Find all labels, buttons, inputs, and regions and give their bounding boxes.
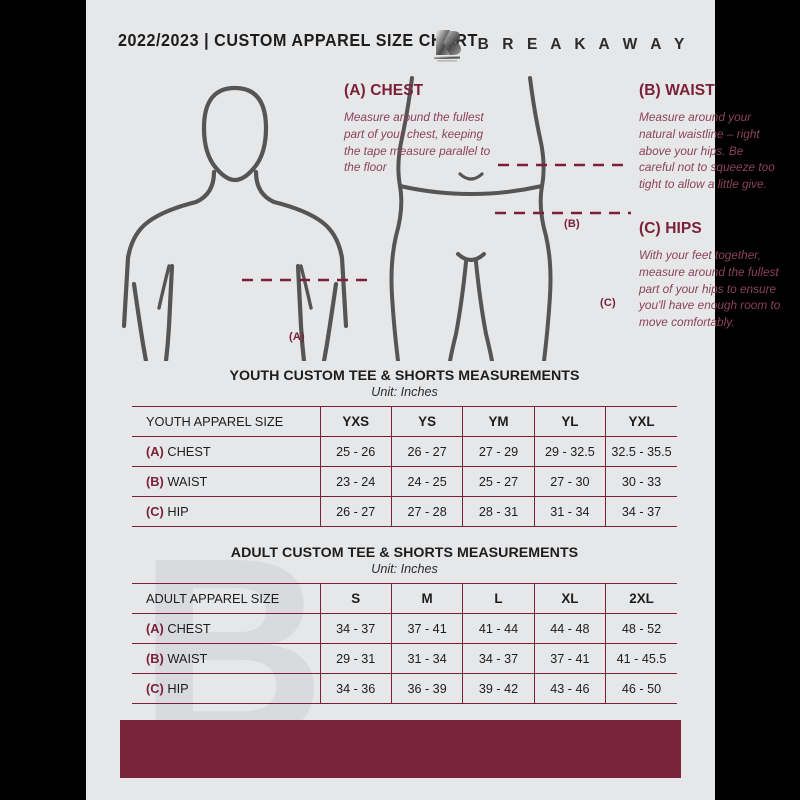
table-cell: 25 - 26	[319, 436, 392, 467]
table-cell: 27 - 30	[533, 466, 606, 497]
measurement-code: (C)	[146, 681, 164, 696]
table-cell: 27 - 29	[462, 436, 535, 467]
table-cell: 34 - 37	[319, 613, 392, 644]
table-cell: 39 - 42	[462, 673, 535, 704]
measurement-illustrations: (A) (B) (C)	[86, 70, 715, 361]
table-cell: 26 - 27	[319, 496, 392, 527]
table-header-row: YOUTH APPAREL SIZE YXS YS YM YL YXL	[132, 406, 677, 437]
table-cell: 36 - 39	[390, 673, 463, 704]
table-row-label: (A) CHEST	[132, 436, 321, 467]
info-body-waist: Measure around your natural waistline – …	[639, 110, 775, 191]
table-cell: 25 - 27	[462, 466, 535, 497]
table-cell: 29 - 31	[319, 643, 392, 674]
measurement-code: (A)	[146, 621, 164, 636]
table-cell: 34 - 37	[605, 496, 677, 527]
info-body-hips: With your feet together, measure around …	[639, 248, 781, 329]
table-row-label: (C) HIP	[132, 673, 321, 704]
measurement-code: (B)	[146, 651, 164, 666]
table-cell: 28 - 31	[462, 496, 535, 527]
chest-marker: (A)	[289, 331, 305, 343]
table-cell: 31 - 34	[390, 643, 463, 674]
brand-lockup: B R E A K A W A Y	[430, 26, 689, 64]
waist-marker: (B)	[564, 218, 580, 230]
adult-table-block: ADULT CUSTOM TEE & SHORTS MEASUREMENTS U…	[132, 545, 677, 704]
table-row: (C) HIP 26 - 27 27 - 28 28 - 31 31 - 34 34 - …	[132, 496, 677, 527]
table-header-label: ADULT APPAREL SIZE	[132, 583, 321, 614]
adult-table-unit: Unit: Inches	[371, 562, 438, 576]
brand-name: B R E A K A W A Y	[477, 36, 689, 53]
table-size-header: L	[462, 583, 535, 614]
info-block-chest: (A) CHEST Measure around the fullest par…	[344, 82, 494, 176]
table-cell: 37 - 41	[533, 643, 606, 674]
table-cell: 30 - 33	[605, 466, 677, 497]
table-cell: 32.5 - 35.5	[605, 436, 677, 467]
table-row-label: (B) WAIST	[132, 466, 321, 497]
info-body-chest: Measure around the fullest part of your …	[344, 110, 491, 175]
table-size-header: 2XL	[605, 583, 677, 614]
info-heading-chest: (A) CHEST	[344, 82, 424, 99]
table-cell: 41 - 45.5	[605, 643, 677, 674]
table-row: (A) CHEST 25 - 26 26 - 27 27 - 29 29 - 32.5 3…	[132, 436, 677, 467]
table-cell: 34 - 36	[319, 673, 392, 704]
hips-marker: (C)	[600, 297, 616, 309]
breakaway-b-logo-icon	[430, 26, 464, 64]
table-cell: 48 - 52	[605, 613, 677, 644]
table-size-header: S	[319, 583, 392, 614]
table-cell: 31 - 34	[533, 496, 606, 527]
table-header-row: ADULT APPAREL SIZE S M L XL 2XL	[132, 583, 677, 614]
table-row-label: (C) HIP	[132, 496, 321, 527]
table-cell: 46 - 50	[605, 673, 677, 704]
table-cell: 41 - 44	[462, 613, 535, 644]
measurement-code: (A)	[146, 444, 164, 459]
table-size-header: M	[390, 583, 463, 614]
footer-bar	[120, 720, 681, 778]
measurement-dashed-lines	[242, 163, 631, 282]
table-cell: 26 - 27	[390, 436, 463, 467]
table-row-label: (B) WAIST	[132, 643, 321, 674]
info-block-hips: (C) HIPS With your feet together, measur…	[639, 220, 781, 331]
table-row-label: (A) CHEST	[132, 613, 321, 644]
table-cell: 23 - 24	[319, 466, 392, 497]
table-cell: 29 - 32.5	[533, 436, 606, 467]
adult-table-title: ADULT CUSTOM TEE & SHORTS MEASUREMENTS	[230, 545, 579, 561]
table-row: (B) WAIST 23 - 24 24 - 25 25 - 27 27 - 30 30 …	[132, 466, 677, 497]
table-header-label: YOUTH APPAREL SIZE	[132, 406, 321, 437]
adult-size-table: ADULT APPAREL SIZE S M L XL 2XL (A) CHEST 34 - …	[132, 583, 677, 704]
size-chart-page: B 2022/2023 | CUSTOM APPAREL SIZE CHART	[86, 0, 780, 800]
info-heading-hips: (C) HIPS	[639, 220, 702, 237]
table-size-header: XL	[533, 583, 606, 614]
youth-size-table: YOUTH APPAREL SIZE YXS YS YM YL YXL (A) CHEST 2…	[132, 406, 677, 527]
youth-table-title: YOUTH CUSTOM TEE & SHORTS MEASUREMENTS	[229, 368, 580, 384]
table-cell: 44 - 48	[533, 613, 606, 644]
youth-table-unit: Unit: Inches	[371, 385, 438, 399]
table-cell: 34 - 37	[462, 643, 535, 674]
table-cell: 43 - 46	[533, 673, 606, 704]
table-size-header: YM	[462, 406, 535, 437]
measurement-code: (B)	[146, 474, 164, 489]
table-cell: 37 - 41	[390, 613, 463, 644]
page-header: 2022/2023 | CUSTOM APPAREL SIZE CHART	[86, 24, 715, 66]
table-size-header: YS	[390, 406, 463, 437]
info-block-waist: (B) WAIST Measure around your natural wa…	[639, 82, 781, 193]
table-size-header: YXS	[319, 406, 392, 437]
table-row: (A) CHEST 34 - 37 37 - 41 41 - 44 44 - 48 48 …	[132, 613, 677, 644]
upper-body-figure	[122, 85, 349, 361]
table-row: (B) WAIST 29 - 31 31 - 34 34 - 37 37 - 41 41 …	[132, 643, 677, 674]
table-size-header: YXL	[605, 406, 677, 437]
table-cell: 24 - 25	[390, 466, 463, 497]
table-row: (C) HIP 34 - 36 36 - 39 39 - 42 43 - 46 46 - …	[132, 673, 677, 704]
table-cell: 27 - 28	[390, 496, 463, 527]
table-size-header: YL	[533, 406, 606, 437]
page-title: 2022/2023 | CUSTOM APPAREL SIZE CHART	[118, 30, 478, 50]
youth-table-block: YOUTH CUSTOM TEE & SHORTS MEASUREMENTS U…	[132, 368, 677, 527]
info-heading-waist: (B) WAIST	[639, 82, 715, 99]
measurement-code: (C)	[146, 504, 164, 519]
